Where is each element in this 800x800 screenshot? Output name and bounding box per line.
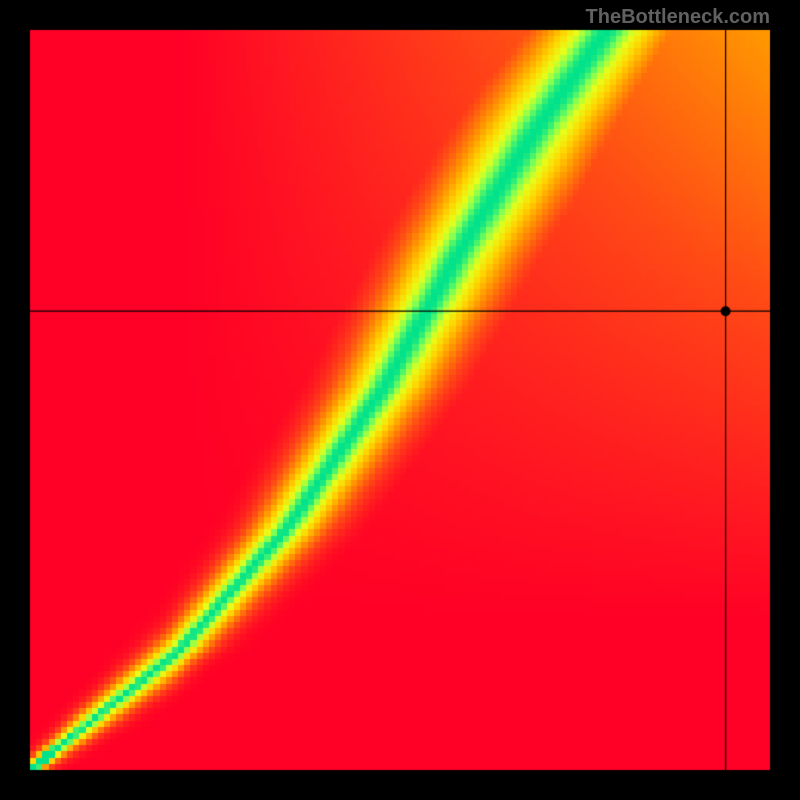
chart-container: TheBottleneck.com [0, 0, 800, 800]
heatmap-plot [0, 0, 800, 800]
